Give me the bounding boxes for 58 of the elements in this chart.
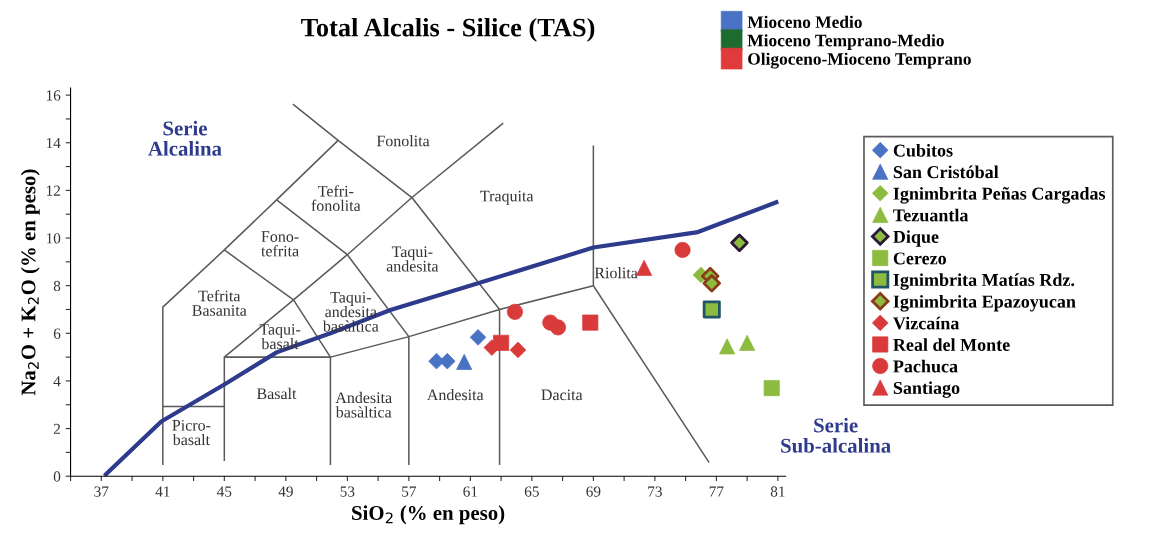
x-tick-label: 73 bbox=[648, 486, 662, 497]
annotation: Fonolita bbox=[376, 135, 430, 147]
x-tick-label: 81 bbox=[770, 486, 785, 497]
x-tick-label: 61 bbox=[463, 486, 478, 497]
legend-label: Tezuantla bbox=[893, 208, 969, 222]
legend-label: San Cristóbal bbox=[893, 165, 999, 179]
legend-label: Mioceno Medio bbox=[747, 15, 862, 28]
annotation: Tefrita Basanita bbox=[192, 289, 247, 316]
y-tick-label: 12 bbox=[46, 185, 60, 196]
x-tick-label: 69 bbox=[586, 486, 601, 497]
legend-label: Santiago bbox=[893, 381, 960, 398]
point bbox=[702, 274, 722, 293]
legend-label: Vizcaína bbox=[893, 316, 960, 330]
chart-title: Total Alcalis - Silice (TAS) bbox=[301, 17, 595, 42]
legend-label: Pachuca bbox=[893, 359, 958, 373]
x-tick-label: 57 bbox=[402, 486, 417, 497]
legend-label: Mioceno Temprano-Medio bbox=[747, 34, 944, 50]
point bbox=[730, 233, 749, 253]
annotation: Tefri- fonolita bbox=[311, 185, 361, 212]
legend-label: Ignimbrita Peñas Cargadas bbox=[893, 187, 1106, 204]
x-tick-label: 37 bbox=[94, 486, 109, 497]
x-tick-label: 49 bbox=[278, 486, 293, 497]
annotation: Riolita bbox=[594, 267, 638, 279]
y-tick-label: 8 bbox=[53, 280, 61, 292]
annotation: Taqui- basalt bbox=[259, 324, 301, 350]
legend-label: Cerezo bbox=[893, 252, 946, 265]
y-tick-label: 4 bbox=[53, 376, 61, 387]
y-tick-label: 14 bbox=[46, 137, 61, 149]
legend-label: Oligoceno-Mioceno Temprano bbox=[748, 52, 971, 69]
point bbox=[702, 300, 721, 319]
annotation: Dacita bbox=[541, 389, 583, 401]
legend-label: Ignimbrita Epazoyucan bbox=[893, 295, 1076, 312]
annotation: Andesita basàltica bbox=[335, 391, 392, 418]
point bbox=[469, 329, 487, 346]
x-tick-label: 65 bbox=[524, 486, 539, 497]
legend-label: Dique bbox=[893, 230, 939, 247]
annotation: Serie Alcalina bbox=[148, 120, 222, 156]
x-tick-label: 41 bbox=[155, 486, 170, 497]
legend-label: Real del Monte bbox=[893, 338, 1010, 351]
legend-label: Cubitos bbox=[893, 143, 953, 157]
legend-label: Ignimbrita Matías Rdz. bbox=[893, 273, 1075, 290]
annotation: Traquita bbox=[480, 190, 534, 205]
x-tick-label: 45 bbox=[216, 486, 232, 497]
y-tick-label: 10 bbox=[46, 233, 61, 244]
x-tick-label: 77 bbox=[709, 486, 724, 497]
y-tick-label: 0 bbox=[53, 471, 61, 482]
y-tick-label: 6 bbox=[53, 328, 61, 339]
y-tick-label: 2 bbox=[53, 423, 60, 434]
annotation: Picro- basalt bbox=[172, 419, 211, 446]
annotation: Taqui- andesita bbox=[386, 246, 439, 272]
y-axis-title: Na$_{2}$O + K$_{2}$O (% en peso) bbox=[20, 169, 40, 396]
annotation: Serie Sub-alcalina bbox=[781, 417, 891, 453]
annotation: Andesita bbox=[427, 388, 484, 401]
annotation: Fono- tefrita bbox=[261, 231, 299, 257]
x-tick-label: 53 bbox=[340, 486, 355, 497]
annotation: Basalt bbox=[256, 387, 297, 400]
x-axis-title: SiO$_{2}$ (% en peso) bbox=[352, 505, 505, 525]
y-tick-label: 16 bbox=[46, 90, 61, 101]
